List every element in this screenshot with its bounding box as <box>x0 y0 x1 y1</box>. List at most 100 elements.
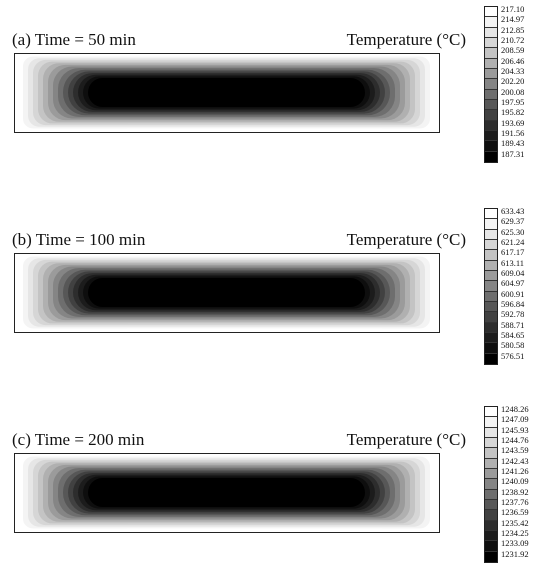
colorbar-swatch <box>485 489 497 501</box>
colorbar-tick-label: 204.33 <box>501 66 525 77</box>
colorbar-swatch <box>485 271 497 282</box>
colorbar-tick-label: 613.11 <box>501 257 525 268</box>
colorbar-swatch <box>485 219 497 230</box>
colorbar-tick-label: 1247.09 <box>501 414 529 425</box>
panel-title: (a) Time = 50 min <box>12 30 136 49</box>
colorbar-tick-label: 1245.93 <box>501 424 529 435</box>
colorbar-tick-label: 1235.42 <box>501 517 529 528</box>
colorbar-swatch <box>485 69 497 80</box>
panel-title: (c) Time = 200 min <box>12 430 145 449</box>
colorbar-swatch <box>485 240 497 251</box>
colorbar-swatch <box>485 131 497 142</box>
legend-title: Temperature (°C) <box>346 230 466 249</box>
colorbar-tick-label: 202.20 <box>501 76 525 87</box>
contour-band <box>88 78 365 107</box>
colorbar-swatch <box>485 302 497 313</box>
colorbar-tick-label: 609.04 <box>501 268 525 279</box>
colorbar-tick-label: 1233.09 <box>501 538 529 549</box>
colorbar <box>484 6 498 164</box>
temperature-field <box>14 453 440 533</box>
colorbar-tick-label: 621.24 <box>501 237 525 248</box>
colorbar-tick-label: 1244.76 <box>501 435 529 446</box>
colorbar-tick-label: 1234.25 <box>501 528 529 539</box>
colorbar-swatch <box>485 417 497 428</box>
colorbar-swatch <box>485 407 497 418</box>
colorbar-swatch <box>485 322 497 334</box>
colorbar-tick-label: 191.56 <box>501 128 525 139</box>
colorbar-swatch <box>485 500 497 511</box>
colorbar-swatch <box>485 458 497 470</box>
colorbar-swatch <box>485 89 497 101</box>
colorbar-swatch <box>485 281 497 292</box>
panel-title: (b) Time = 100 min <box>12 230 146 249</box>
colorbar-swatch <box>485 541 497 552</box>
colorbar-tick-label: 617.17 <box>501 247 525 258</box>
colorbar-swatch <box>485 141 497 152</box>
contour-plot <box>18 55 435 130</box>
colorbar-swatch <box>485 333 497 344</box>
colorbar-labels: 633.43 629.37 625.30 621.24 617.17 613.11 609.… <box>501 206 524 361</box>
contour-plot <box>18 455 435 530</box>
colorbar-tick-label: 200.08 <box>501 86 525 97</box>
colorbar-tick-label: 214.97 <box>501 14 525 25</box>
colorbar-swatch <box>485 209 497 220</box>
colorbar-swatch <box>485 7 497 18</box>
colorbar-labels: 1248.26 1247.09 1245.93 1244.76 1243.59 1242.… <box>501 404 529 559</box>
colorbar-tick-label: 212.85 <box>501 24 525 35</box>
contour-band <box>88 278 365 307</box>
colorbar-swatch <box>485 250 497 261</box>
colorbar-swatch <box>485 469 497 480</box>
colorbar-swatch <box>485 100 497 111</box>
colorbar-tick-label: 596.84 <box>501 299 525 310</box>
colorbar-swatch <box>485 48 497 59</box>
colorbar-swatch <box>485 353 497 365</box>
colorbar-tick-label: 592.78 <box>501 309 525 320</box>
colorbar-tick-label: 197.95 <box>501 97 525 108</box>
colorbar-tick-label: 580.58 <box>501 340 525 351</box>
colorbar-swatch <box>485 110 497 121</box>
colorbar-swatch <box>485 531 497 542</box>
colorbar-swatch <box>485 151 497 163</box>
colorbar <box>484 208 498 366</box>
colorbar-tick-label: 604.97 <box>501 278 525 289</box>
panel-b: (b) Time = 100 min Temperature (°C) 633.… <box>0 200 538 380</box>
colorbar-swatch <box>485 438 497 449</box>
colorbar-tick-label: 1237.76 <box>501 497 529 508</box>
colorbar <box>484 406 498 564</box>
colorbar-swatch <box>485 17 497 28</box>
colorbar-tick-label: 1238.92 <box>501 486 529 497</box>
colorbar-tick-label: 584.65 <box>501 330 525 341</box>
colorbar-swatch <box>485 312 497 323</box>
temperature-field <box>14 253 440 333</box>
colorbar-tick-label: 1240.09 <box>501 476 529 487</box>
colorbar-tick-label: 187.31 <box>501 148 525 159</box>
colorbar-swatch <box>485 120 497 132</box>
colorbar-tick-label: 1248.26 <box>501 404 529 414</box>
colorbar-tick-label: 600.91 <box>501 288 525 299</box>
panel-a: (a) Time = 50 min Temperature (°C) 217.1… <box>0 0 538 180</box>
colorbar-labels: 217.10 214.97 212.85 210.72 208.59 206.46 204.… <box>501 4 524 159</box>
colorbar-tick-label: 629.37 <box>501 216 525 227</box>
contour-band <box>88 478 365 507</box>
colorbar-swatch <box>485 427 497 439</box>
colorbar-tick-label: 1231.92 <box>501 548 529 559</box>
colorbar-swatch <box>485 448 497 459</box>
contour-plot <box>18 255 435 330</box>
colorbar-tick-label: 208.59 <box>501 45 525 56</box>
colorbar-tick-label: 625.30 <box>501 226 525 237</box>
colorbar-swatch <box>485 229 497 241</box>
colorbar-swatch <box>485 520 497 532</box>
colorbar-tick-label: 576.51 <box>501 350 525 361</box>
legend-title: Temperature (°C) <box>346 30 466 49</box>
colorbar-swatch <box>485 38 497 49</box>
colorbar-tick-label: 588.71 <box>501 319 525 330</box>
colorbar-swatch <box>485 260 497 272</box>
colorbar-swatch <box>485 479 497 490</box>
colorbar-tick-label: 195.82 <box>501 107 525 118</box>
panel-c: (c) Time = 200 min Temperature (°C) 1248… <box>0 395 538 575</box>
colorbar-swatch <box>485 58 497 70</box>
colorbar-tick-label: 1242.43 <box>501 455 529 466</box>
colorbar-tick-label: 193.69 <box>501 117 525 128</box>
colorbar-tick-label: 217.10 <box>501 4 525 14</box>
colorbar-swatch <box>485 343 497 354</box>
